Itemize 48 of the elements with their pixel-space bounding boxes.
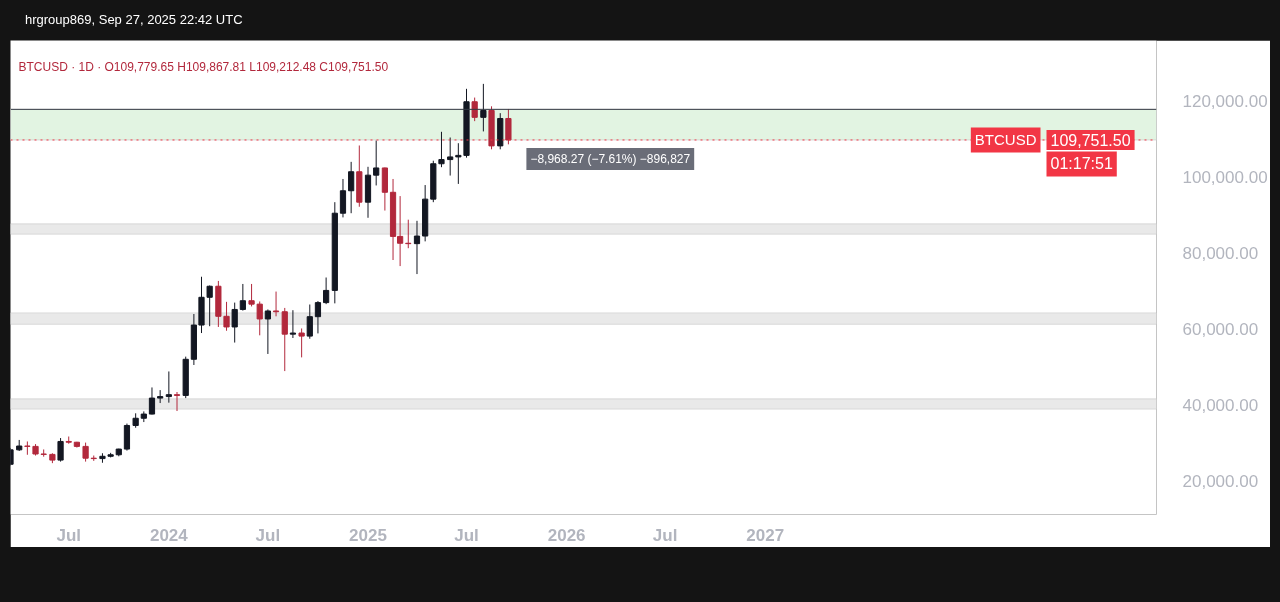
x-tick-label: Jul [56, 525, 82, 545]
candlestick [148, 386, 156, 415]
candlestick [223, 301, 230, 332]
candlestick [413, 220, 421, 275]
x-tick-label: 2027 [746, 525, 785, 545]
candlestick [438, 131, 445, 168]
candlestick [323, 277, 330, 305]
candlestick [339, 178, 347, 218]
candlestick [231, 302, 238, 344]
x-tick-label: Jul [255, 525, 281, 545]
candlestick [157, 389, 164, 404]
candlestick [298, 327, 305, 358]
x-tick-label: Jul [454, 525, 479, 545]
candlestick [447, 137, 454, 177]
annotation: 109,751.50 [1050, 131, 1131, 149]
y-tick-label: 60,000.00 [1182, 320, 1259, 340]
candlestick [314, 300, 322, 334]
annotation: 01:17:51 [1050, 155, 1113, 173]
y-tick-label: 20,000.00 [1182, 472, 1259, 492]
candlestick [373, 140, 380, 186]
candlestick [281, 307, 288, 372]
text: BTCUSD · 1D · O109,779.65 H109,867.81 L109,212.48 C109,751.50 [18, 59, 389, 74]
y-tick-label: 40,000.00 [1182, 396, 1259, 416]
candlestick [248, 283, 255, 307]
candlestick [505, 108, 512, 145]
candlestick [173, 391, 181, 412]
x-tick-label: 2025 [349, 525, 387, 545]
x-tick-label: 2024 [149, 525, 189, 545]
candlestick [348, 161, 355, 214]
candlestick [165, 370, 172, 404]
x-tick-label: Jul [652, 525, 678, 545]
y-tick-label: 80,000.00 [1182, 244, 1259, 264]
annotation: −8,968.27 (−7.61%) −896,827 [530, 151, 691, 166]
candlestick [239, 283, 246, 312]
candlestick [272, 291, 280, 317]
candlestick [256, 300, 263, 336]
candlestick [57, 437, 64, 463]
candlestick [206, 284, 213, 327]
candlestick [480, 83, 487, 132]
candlestick [123, 423, 131, 452]
ref-line-label: BTCUSD [974, 131, 1037, 149]
chart-title: hrgroup869, Sep 27, 2025 22:42 UTC [25, 11, 243, 29]
x-tick-label: 2026 [547, 525, 586, 545]
y-tick-label: 120,000.00 [1182, 91, 1268, 111]
candlestick [264, 308, 271, 355]
candlestick [306, 304, 313, 340]
candlestick [289, 309, 297, 339]
y-tick-label: 100,000.00 [1182, 168, 1268, 188]
